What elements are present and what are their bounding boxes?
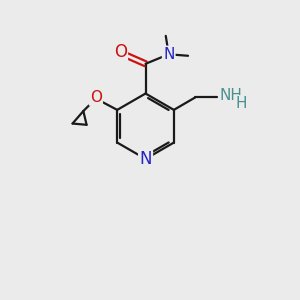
Text: O: O [90, 90, 102, 105]
Text: N: N [139, 150, 152, 168]
Text: N: N [163, 47, 174, 62]
Text: O: O [114, 43, 127, 61]
Text: H: H [235, 96, 247, 111]
Text: NH: NH [219, 88, 242, 103]
